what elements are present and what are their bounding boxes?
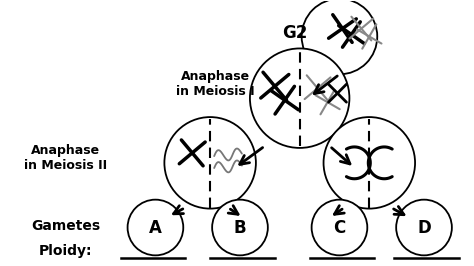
Text: Anaphase
in Meiosis I: Anaphase in Meiosis I bbox=[176, 70, 255, 98]
Circle shape bbox=[164, 117, 256, 209]
Text: G2: G2 bbox=[282, 23, 307, 41]
Circle shape bbox=[212, 200, 268, 255]
Text: A: A bbox=[149, 218, 162, 236]
Circle shape bbox=[301, 0, 377, 74]
Circle shape bbox=[324, 117, 415, 209]
Text: Anaphase
in Meiosis II: Anaphase in Meiosis II bbox=[24, 144, 108, 172]
Text: Gametes: Gametes bbox=[31, 218, 100, 232]
Circle shape bbox=[311, 200, 367, 255]
Text: Ploidy:: Ploidy: bbox=[39, 244, 92, 258]
Text: B: B bbox=[234, 218, 246, 236]
Circle shape bbox=[250, 48, 349, 148]
Circle shape bbox=[128, 200, 183, 255]
Circle shape bbox=[396, 200, 452, 255]
Text: D: D bbox=[417, 218, 431, 236]
Text: C: C bbox=[333, 218, 346, 236]
